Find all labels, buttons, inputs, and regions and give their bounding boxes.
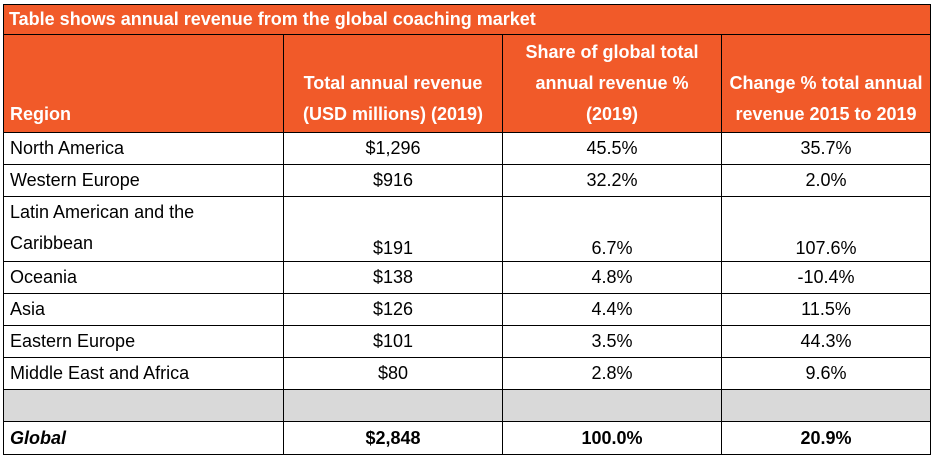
cell-share[interactable]: 2.8% [502, 357, 722, 390]
cell-revenue[interactable]: $80 [283, 357, 503, 390]
title-row: Table shows annual revenue from the glob… [2, 4, 932, 35]
blank-cell[interactable] [3, 389, 284, 422]
table-title[interactable]: Table shows annual revenue from the glob… [2, 4, 932, 35]
cell-share[interactable]: 32.2% [502, 164, 722, 197]
cell-share[interactable]: 4.4% [502, 293, 722, 326]
cell-share[interactable]: 6.7% [502, 196, 722, 262]
header-change[interactable]: Change % total annual revenue 2015 to 20… [720, 34, 932, 133]
cell-change[interactable]: 2.0% [720, 164, 932, 197]
header-share[interactable]: Share of global total annual revenue % (… [502, 34, 722, 133]
table-row: North America $1,296 45.5% 35.7% [3, 132, 932, 165]
cell-region[interactable]: Eastern Europe [3, 325, 284, 358]
cell-region[interactable]: Latin American and the Caribbean [3, 196, 284, 262]
cell-change[interactable]: 35.7% [720, 132, 932, 165]
blank-cell[interactable] [720, 389, 932, 422]
cell-region[interactable]: Asia [3, 293, 284, 326]
blank-row [3, 389, 932, 422]
cell-share[interactable]: 3.5% [502, 325, 722, 358]
cell-region[interactable]: Middle East and Africa [3, 357, 284, 390]
blank-cell[interactable] [502, 389, 722, 422]
cell-revenue[interactable]: $101 [283, 325, 503, 358]
table-row: Latin American and the Caribbean $191 6.… [3, 196, 932, 262]
cell-revenue[interactable]: $191 [283, 196, 503, 262]
total-row: Global $2,848 100.0% 20.9% [3, 421, 932, 455]
table-row: Western Europe $916 32.2% 2.0% [3, 164, 932, 197]
table-row: Oceania $138 4.8% -10.4% [3, 261, 932, 294]
cell-revenue[interactable]: $1,296 [283, 132, 503, 165]
cell-change[interactable]: 9.6% [720, 357, 932, 390]
cell-region[interactable]: Western Europe [3, 164, 284, 197]
cell-revenue[interactable]: $138 [283, 261, 503, 294]
cell-change[interactable]: 11.5% [720, 293, 932, 326]
cell-share[interactable]: 4.8% [502, 261, 722, 294]
revenue-table: Table shows annual revenue from the glob… [2, 4, 932, 455]
table-row: Eastern Europe $101 3.5% 44.3% [3, 325, 932, 358]
cell-revenue[interactable]: $126 [283, 293, 503, 326]
cell-change[interactable]: 44.3% [720, 325, 932, 358]
header-revenue[interactable]: Total annual revenue (USD millions) (201… [283, 34, 503, 133]
blank-cell[interactable] [283, 389, 503, 422]
total-change[interactable]: 20.9% [720, 421, 932, 455]
total-share[interactable]: 100.0% [502, 421, 722, 455]
header-row: Region Total annual revenue (USD million… [3, 34, 932, 133]
cell-share[interactable]: 45.5% [502, 132, 722, 165]
table-row: Middle East and Africa $80 2.8% 9.6% [3, 357, 932, 390]
header-region[interactable]: Region [3, 34, 284, 133]
cell-revenue[interactable]: $916 [283, 164, 503, 197]
table-row: Asia $126 4.4% 11.5% [3, 293, 932, 326]
total-revenue[interactable]: $2,848 [283, 421, 503, 455]
total-region[interactable]: Global [3, 421, 284, 455]
cell-change[interactable]: -10.4% [720, 261, 932, 294]
cell-region[interactable]: North America [3, 132, 284, 165]
cell-change[interactable]: 107.6% [720, 196, 932, 262]
cell-region[interactable]: Oceania [3, 261, 284, 294]
